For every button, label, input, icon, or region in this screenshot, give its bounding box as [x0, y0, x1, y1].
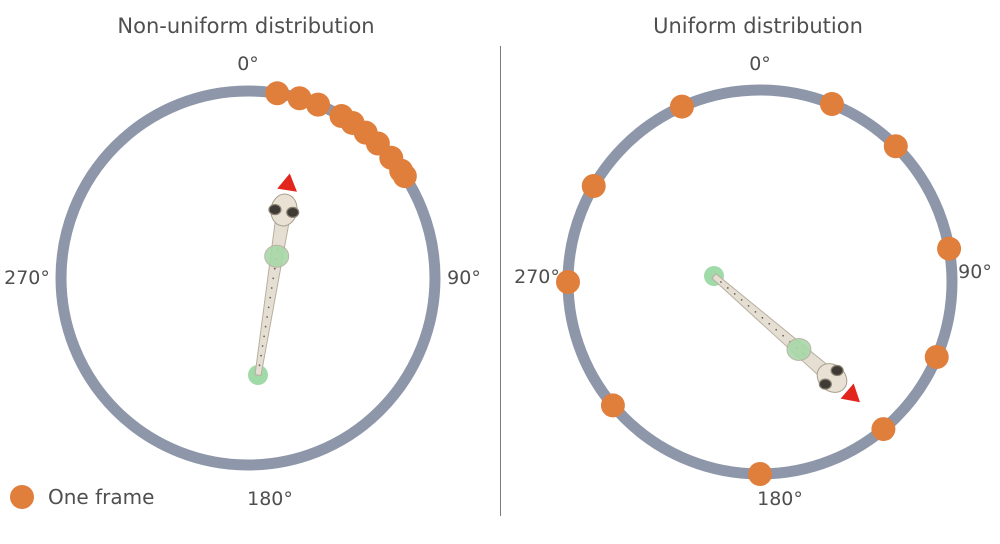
- left-fish-pigment: [270, 287, 273, 289]
- right-label-90: 90°: [958, 261, 992, 283]
- left-fish-pigment: [272, 277, 275, 280]
- legend: One frame: [10, 483, 154, 511]
- left-fish-pigment: [258, 364, 261, 367]
- right-fish-bladder: [786, 337, 812, 361]
- panel-title-uniform: Uniform distribution: [653, 14, 863, 38]
- right-fish-pigment: [720, 281, 722, 283]
- right-frame-dot: [819, 91, 844, 116]
- right-fish-pigment: [782, 334, 785, 337]
- right-fish-body: [711, 273, 832, 379]
- left-label-90: 90°: [447, 267, 481, 289]
- right-fish-pigment: [740, 298, 743, 301]
- left-fish-eye-2: [268, 203, 282, 216]
- right-heading-arrow: [840, 383, 860, 403]
- legend-label: One frame: [48, 485, 155, 509]
- right-fish-pigment: [775, 328, 778, 331]
- right-fish-eye-1: [818, 378, 832, 390]
- right-frame-dot: [669, 94, 694, 119]
- left-fish-pigment: [260, 354, 262, 357]
- left-frame-dot: [287, 86, 312, 111]
- right-label-270: 270°: [514, 266, 560, 288]
- left-label-180: 180°: [247, 488, 293, 510]
- right-frame-dot: [883, 134, 908, 159]
- left-frame-dot: [265, 81, 290, 106]
- right-frame-dot: [600, 393, 625, 418]
- left-fish-pigment: [269, 296, 272, 299]
- right-label-180: 180°: [757, 488, 803, 510]
- orange-circle-icon: [10, 485, 34, 509]
- panel-title-non-uniform: Non-uniform distribution: [117, 14, 375, 38]
- left-fish-bladder: [264, 244, 290, 268]
- left-frame-dot: [392, 164, 417, 189]
- right-frame-dot: [871, 417, 896, 442]
- left-fish-pigment: [267, 306, 270, 309]
- left-fish-body: [254, 216, 291, 377]
- right-frame-dot: [581, 174, 606, 198]
- right-fish-pigment: [761, 316, 764, 319]
- left-label-0: 0°: [237, 53, 259, 75]
- right-frame-dot: [924, 345, 949, 370]
- right-fish-pigment: [768, 322, 771, 325]
- right-fish-pigment: [747, 304, 750, 307]
- right-label-0: 0°: [749, 53, 771, 75]
- left-fish-pigment: [266, 316, 269, 318]
- left-fish-pigment: [261, 345, 264, 347]
- right-frame-dot: [556, 270, 580, 294]
- left-frame-dot: [306, 92, 331, 117]
- right-fish-pigment: [733, 293, 736, 295]
- left-heading-arrow: [277, 173, 297, 192]
- right-fish-pigment: [754, 310, 757, 313]
- panel-divider: [500, 46, 501, 516]
- left-arena-ring: [55, 85, 441, 471]
- left-label-270: 270°: [4, 267, 50, 289]
- right-fish-pigment: [726, 287, 729, 289]
- right-fish-eye-2: [830, 364, 844, 377]
- left-fish-pigment: [263, 335, 265, 338]
- right-frame-dot: [937, 236, 962, 261]
- right-frame-dot: [748, 462, 772, 486]
- left-fish-pigment: [273, 267, 276, 270]
- left-fish-eye-1: [286, 206, 300, 218]
- left-fish-pigment: [264, 325, 267, 328]
